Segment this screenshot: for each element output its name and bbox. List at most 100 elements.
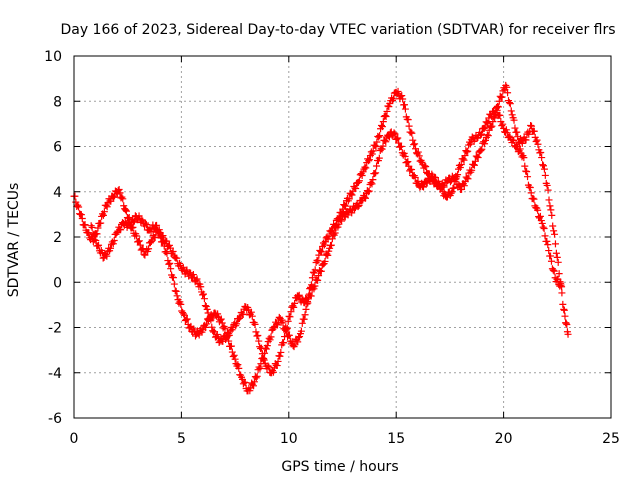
data-point-trail <box>74 201 82 209</box>
data-point-trail <box>138 216 146 224</box>
x-tick-label: 10 <box>280 431 298 447</box>
data-point-trail <box>451 178 459 186</box>
data-point-trail <box>530 127 538 135</box>
x-tick-label: 20 <box>495 431 513 447</box>
data-point-trail <box>548 211 556 219</box>
data-point <box>560 305 568 313</box>
data-point-trail <box>484 132 492 140</box>
data-point-trail <box>265 363 273 371</box>
axis-ticks: 0 5 10 15 20 25 -6 -4 -2 0 2 4 6 8 10 <box>44 49 620 447</box>
data-point-trail <box>135 237 143 245</box>
data-point-trail <box>496 111 504 119</box>
data-point-trail <box>247 308 255 316</box>
data-point-trail <box>447 189 455 197</box>
data-point-trail <box>345 195 353 203</box>
y-tick-label: -2 <box>48 321 62 337</box>
x-tick-label: 25 <box>602 431 620 447</box>
data-point-trail <box>368 180 376 188</box>
data-point-trail <box>529 194 537 202</box>
data-point-trail <box>103 203 111 211</box>
data-point-trail <box>331 229 339 237</box>
data-point-trail <box>300 315 308 323</box>
data-point <box>141 251 149 259</box>
data-point-trail <box>321 257 329 265</box>
data-point-trail <box>252 374 260 382</box>
data-point <box>405 122 413 130</box>
data-point-trail <box>478 145 486 153</box>
data-points <box>70 81 572 395</box>
data-point-trail <box>522 136 530 144</box>
data-point-trail <box>401 153 409 161</box>
data-point-trail <box>375 133 383 141</box>
data-point-trail <box>169 247 177 255</box>
data-point-trail <box>258 350 266 358</box>
data-point-trail <box>456 163 464 171</box>
data-point-trail <box>473 153 481 161</box>
data-point-trail <box>527 121 535 129</box>
data-point <box>341 201 349 209</box>
data-point <box>534 140 542 148</box>
data-point-trail <box>511 124 519 132</box>
data-point-trail <box>279 319 287 327</box>
data-point-trail <box>136 241 144 249</box>
data-point-trail <box>543 181 551 189</box>
data-point <box>553 253 561 261</box>
data-point <box>547 206 555 214</box>
x-tick-label: 5 <box>177 431 186 447</box>
data-point-trail <box>251 320 259 328</box>
data-point-trail <box>135 212 143 220</box>
data-point <box>250 378 258 386</box>
data-point-trail <box>369 147 377 155</box>
data-point <box>558 283 566 291</box>
data-point-trail <box>355 201 363 209</box>
data-point-trail <box>110 237 118 245</box>
data-point <box>167 265 175 273</box>
data-point-trail <box>398 92 406 100</box>
data-point-trail <box>538 154 546 162</box>
data-point <box>255 337 263 345</box>
data-point-trail <box>377 121 385 129</box>
data-point-trail <box>327 241 335 249</box>
data-point-trail <box>539 161 547 169</box>
data-point <box>493 106 501 114</box>
data-point-trail <box>208 323 216 331</box>
data-point-trail <box>552 249 560 257</box>
data-point-trail <box>541 171 549 179</box>
data-point-trail <box>214 310 222 318</box>
data-point-trail <box>438 183 446 191</box>
data-point-trail <box>163 237 171 245</box>
data-point-trail <box>382 113 390 121</box>
data-point-trail <box>307 292 315 300</box>
data-point-trail <box>454 171 462 179</box>
data-point-trail <box>555 270 563 278</box>
data-point <box>287 308 295 316</box>
data-point-trail <box>110 193 118 201</box>
data-point-trail <box>166 259 174 267</box>
data-point-trail <box>241 379 249 387</box>
data-point-trail <box>221 325 229 333</box>
data-point-trail <box>393 135 401 143</box>
data-point-trail <box>551 240 559 248</box>
data-point-trail <box>225 331 233 339</box>
data-point-trail <box>266 336 274 344</box>
data-point-trail <box>355 177 363 185</box>
data-point-trail <box>311 266 319 274</box>
data-point-trail <box>77 211 85 219</box>
data-point <box>545 247 553 255</box>
data-point-trail <box>179 263 187 271</box>
data-point-trail <box>209 327 217 335</box>
data-point-trail <box>409 136 417 144</box>
grid <box>74 56 611 418</box>
data-point-trail <box>222 336 230 344</box>
data-point-trail <box>549 266 557 274</box>
data-point-trail <box>286 313 294 321</box>
data-point-trail <box>369 176 377 184</box>
data-point <box>231 355 239 363</box>
data-point-trail <box>537 148 545 156</box>
data-point <box>218 319 226 327</box>
data-point-trail <box>561 312 569 320</box>
data-point-trail <box>103 252 111 260</box>
data-point <box>373 138 381 146</box>
y-tick-label: 0 <box>53 275 62 291</box>
data-point-trail <box>534 206 542 214</box>
